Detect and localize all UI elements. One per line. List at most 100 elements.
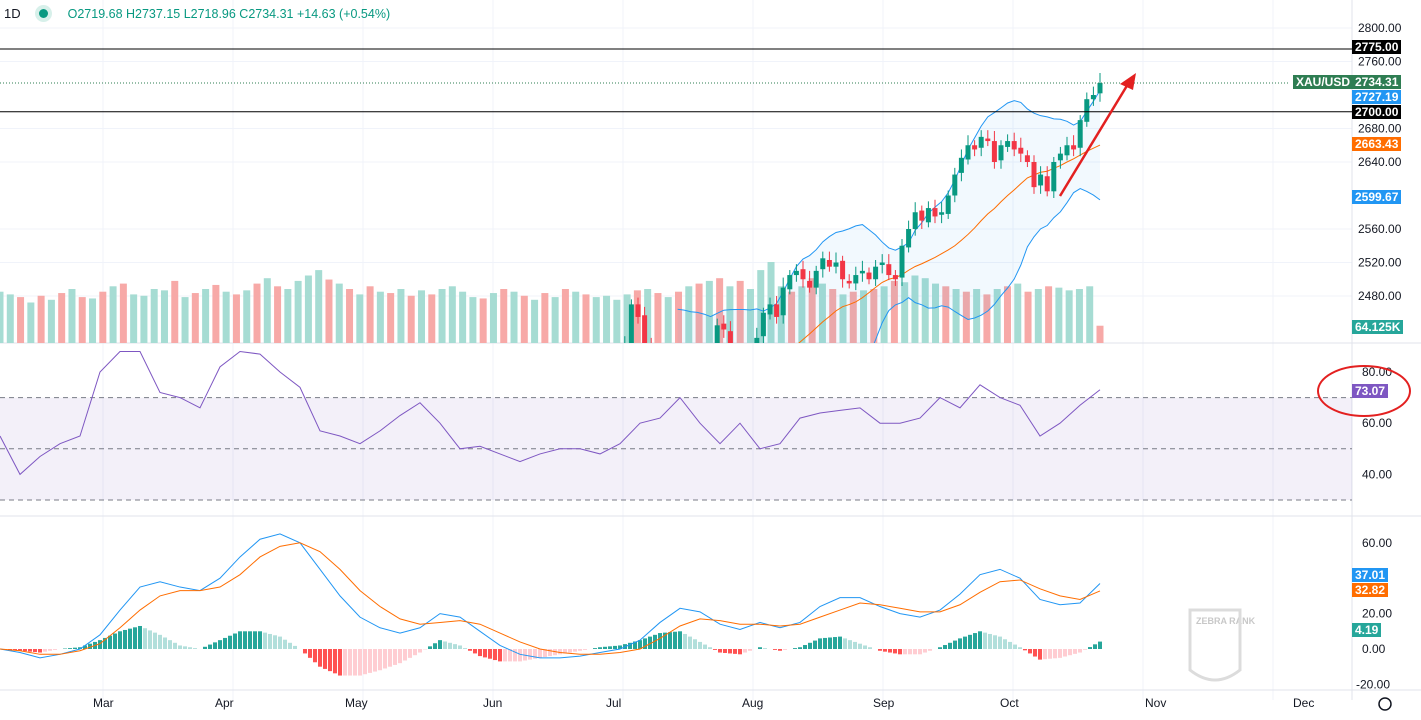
volume-bar [572,291,580,343]
macd-histogram-bar [223,637,227,649]
candle-body [873,266,879,280]
volume-bar [705,280,713,343]
macd-histogram-bar [593,648,597,649]
volume-bar [438,289,446,343]
macd-histogram-bar [1008,641,1012,649]
macd-histogram-bar [268,633,272,649]
macd-histogram-bar [213,642,217,649]
candle-body [958,157,964,173]
macd-histogram-bar [163,637,167,649]
macd-histogram-bar [288,642,292,649]
macd-line [0,533,1101,659]
candle-body [1031,162,1037,188]
macd-histogram-bar [543,649,547,657]
macd-histogram-bar [633,641,637,649]
macd-histogram-bar [938,647,942,649]
macd-histogram-bar [688,636,692,649]
volume-bar [109,286,117,343]
macd-histogram-bar [148,630,152,649]
volume-bar [531,299,539,343]
candle-body [1011,141,1017,150]
volume-bar [459,291,467,343]
macd-histogram-bar [683,633,687,649]
macd-histogram-bar [733,649,737,654]
candle-body [1084,99,1090,122]
macd-histogram-bar [603,646,607,649]
volume-bar [942,286,950,343]
volume-bar [561,289,569,343]
volume-bar [417,290,425,343]
candle-body [688,380,693,394]
macd-histogram-bar [383,649,387,669]
macd-histogram-bar [1063,649,1067,657]
candle-body [840,260,846,280]
macd-histogram-bar [458,645,462,649]
macd-histogram-bar [613,645,617,649]
candle-body [754,337,760,343]
volume-bar [1014,283,1022,343]
volume-bar [47,299,55,343]
volume-bar [716,278,724,343]
annotation-circle [1317,365,1411,417]
macd-histogram-bar [293,645,297,649]
macd-histogram-bar [978,631,982,649]
volume-bar [1075,289,1083,343]
macd-histogram-bar [13,649,17,651]
candle-body [1038,174,1044,186]
candle-body [714,325,720,343]
volume-bar [191,293,199,343]
macd-histogram-bar [703,644,707,649]
macd-histogram-bar [483,649,487,658]
candle-body [1044,176,1050,192]
volume-bar [818,283,826,343]
macd-histogram-bar [658,633,662,649]
annotation-arrow-head-icon [1120,73,1136,90]
volume-bar [294,280,302,343]
macd-histogram-bar [243,631,247,649]
volume-bar [448,286,456,343]
macd-histogram-bar [533,649,537,659]
price-axis-tick: 2680.00 [1358,122,1402,136]
macd-histogram-bar [528,649,532,660]
macd-histogram-bar [183,646,187,649]
macd-histogram-bar [188,647,192,649]
macd-histogram-bar [78,647,82,649]
macd-histogram-bar [1073,649,1077,654]
settings-gear-icon[interactable] [1378,697,1392,711]
macd-histogram-bar [893,649,897,654]
macd-histogram-bar [963,636,967,649]
macd-histogram-bar [173,642,177,649]
time-axis-label: Mar [93,696,114,710]
candle-body [609,373,614,376]
interval-label[interactable]: 1D [4,6,21,21]
macd-histogram-bar [743,649,747,653]
macd-axis-tick: 60.00 [1362,536,1392,550]
volume-bar [397,289,405,343]
volume-bar [685,286,693,343]
volume-bar [603,295,611,343]
macd-histogram-bar [228,635,232,649]
macd-histogram-bar [763,648,767,649]
macd-histogram-bar [878,649,882,651]
candle-body [695,371,700,379]
macd-histogram-bar [473,649,477,654]
time-axis-label: Apr [215,696,234,710]
macd-histogram-bar [358,649,362,676]
volume-bar [1096,325,1104,343]
volume-bar [500,289,508,343]
volume-bar [1034,289,1042,343]
macd-histogram-bar [638,640,642,649]
macd-histogram-bar [48,649,52,651]
volume-bar [695,283,703,343]
candle-body [859,270,865,274]
macd-histogram-bar [663,632,667,649]
macd-histogram-bar [1013,644,1017,649]
volume-bar [130,294,138,343]
candle-body [899,245,905,278]
macd-histogram-bar [573,649,577,652]
macd-histogram-bar [418,649,422,653]
macd-histogram-bar [993,635,997,649]
macd-histogram-bar [33,649,37,653]
macd-histogram-bar [853,641,857,649]
